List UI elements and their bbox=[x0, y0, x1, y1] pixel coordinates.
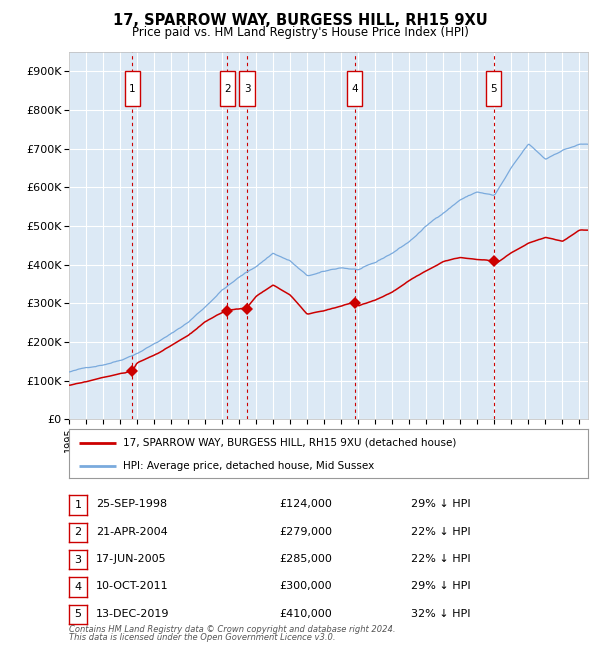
Text: 3: 3 bbox=[74, 554, 82, 565]
Text: Contains HM Land Registry data © Crown copyright and database right 2024.: Contains HM Land Registry data © Crown c… bbox=[69, 625, 395, 634]
Text: 3: 3 bbox=[244, 84, 250, 94]
FancyBboxPatch shape bbox=[220, 72, 235, 106]
Text: 4: 4 bbox=[74, 582, 82, 592]
Text: This data is licensed under the Open Government Licence v3.0.: This data is licensed under the Open Gov… bbox=[69, 633, 335, 642]
Text: 17, SPARROW WAY, BURGESS HILL, RH15 9XU (detached house): 17, SPARROW WAY, BURGESS HILL, RH15 9XU … bbox=[124, 437, 457, 448]
Text: £124,000: £124,000 bbox=[279, 499, 332, 510]
Text: 2: 2 bbox=[224, 84, 230, 94]
FancyBboxPatch shape bbox=[125, 72, 140, 106]
Text: 22% ↓ HPI: 22% ↓ HPI bbox=[411, 526, 470, 537]
Text: 2: 2 bbox=[74, 527, 82, 538]
Text: 17-JUN-2005: 17-JUN-2005 bbox=[96, 554, 167, 564]
Text: 29% ↓ HPI: 29% ↓ HPI bbox=[411, 499, 470, 510]
FancyBboxPatch shape bbox=[486, 72, 501, 106]
Text: 25-SEP-1998: 25-SEP-1998 bbox=[96, 499, 167, 510]
Text: 4: 4 bbox=[351, 84, 358, 94]
Text: 13-DEC-2019: 13-DEC-2019 bbox=[96, 608, 170, 619]
Text: £300,000: £300,000 bbox=[279, 581, 332, 592]
Text: 5: 5 bbox=[74, 609, 82, 619]
Text: 32% ↓ HPI: 32% ↓ HPI bbox=[411, 608, 470, 619]
Text: 17, SPARROW WAY, BURGESS HILL, RH15 9XU: 17, SPARROW WAY, BURGESS HILL, RH15 9XU bbox=[113, 13, 487, 28]
Text: HPI: Average price, detached house, Mid Sussex: HPI: Average price, detached house, Mid … bbox=[124, 461, 375, 471]
Text: 5: 5 bbox=[490, 84, 497, 94]
Text: 10-OCT-2011: 10-OCT-2011 bbox=[96, 581, 169, 592]
FancyBboxPatch shape bbox=[347, 72, 362, 106]
Text: 1: 1 bbox=[74, 500, 82, 510]
FancyBboxPatch shape bbox=[239, 72, 254, 106]
Text: £410,000: £410,000 bbox=[279, 608, 332, 619]
Text: Price paid vs. HM Land Registry's House Price Index (HPI): Price paid vs. HM Land Registry's House … bbox=[131, 26, 469, 39]
Text: 29% ↓ HPI: 29% ↓ HPI bbox=[411, 581, 470, 592]
Text: £285,000: £285,000 bbox=[279, 554, 332, 564]
Text: £279,000: £279,000 bbox=[279, 526, 332, 537]
Text: 1: 1 bbox=[129, 84, 136, 94]
Text: 22% ↓ HPI: 22% ↓ HPI bbox=[411, 554, 470, 564]
Text: 21-APR-2004: 21-APR-2004 bbox=[96, 526, 168, 537]
